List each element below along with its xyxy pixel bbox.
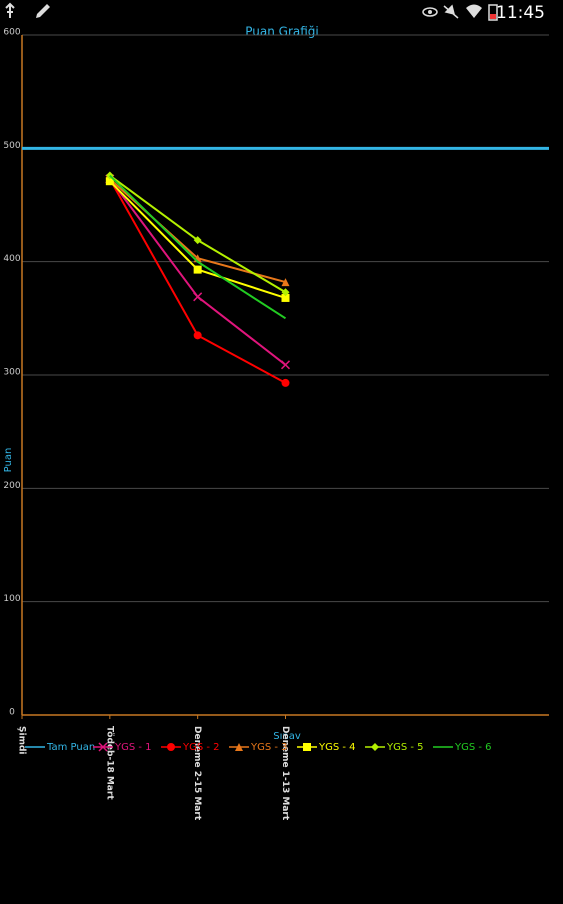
x-tick-label: Tödeb-18 Mart [104, 726, 114, 800]
eye-icon [422, 7, 438, 17]
legend-marker [371, 743, 379, 751]
clock: 11:45 [496, 3, 545, 23]
x-axis-label: Sınav [273, 731, 301, 742]
status-bar: 11:45 [5, 2, 545, 23]
legend-label: YGS - 4 [318, 742, 356, 753]
mute-icon [443, 4, 459, 19]
x-tick-label: Deneme 2-15 Mart [192, 726, 202, 821]
marker [281, 293, 290, 302]
y-tick-label: 300 [3, 368, 20, 378]
legend-marker [303, 743, 311, 751]
usb-icon [5, 2, 15, 18]
marker [193, 265, 202, 274]
y-tick-label: 200 [3, 481, 20, 491]
marker [193, 331, 202, 340]
legend-label: YGS - 5 [386, 742, 424, 753]
legend-label: YGS - 1 [114, 742, 152, 753]
x-tick-label: Şimdi [17, 726, 27, 754]
y-tick-label: 600 [3, 28, 20, 38]
legend-marker [235, 743, 243, 751]
battery-icon [488, 4, 498, 21]
y-tick-label: 100 [3, 594, 20, 604]
y-tick-label: 0 [9, 708, 15, 718]
edit-icon [36, 4, 50, 18]
legend-label: YGS - 2 [182, 742, 220, 753]
legend-label: YGS - 6 [454, 742, 492, 753]
battery-level [490, 14, 496, 19]
marker [281, 288, 290, 297]
marker [281, 278, 290, 287]
marker [105, 177, 114, 186]
marker [193, 292, 203, 302]
y-tick-label: 400 [3, 254, 20, 264]
marker [281, 378, 290, 387]
legend-label: YGS - 3 [250, 742, 288, 753]
chart-title: Puan Grafiği [245, 25, 319, 39]
legend-marker [167, 743, 175, 751]
eye-pupil [428, 10, 432, 14]
legend-label: Tam Puan [46, 742, 95, 753]
marker [193, 236, 202, 245]
series-line [109, 174, 287, 320]
y-tick-label: 500 [3, 141, 20, 151]
wifi-icon [466, 4, 482, 18]
marker [280, 360, 291, 370]
x-tick-label: Deneme 1-13 Mart [280, 726, 290, 821]
y-axis-label: Puan [3, 448, 14, 473]
legend-marker [98, 742, 108, 752]
